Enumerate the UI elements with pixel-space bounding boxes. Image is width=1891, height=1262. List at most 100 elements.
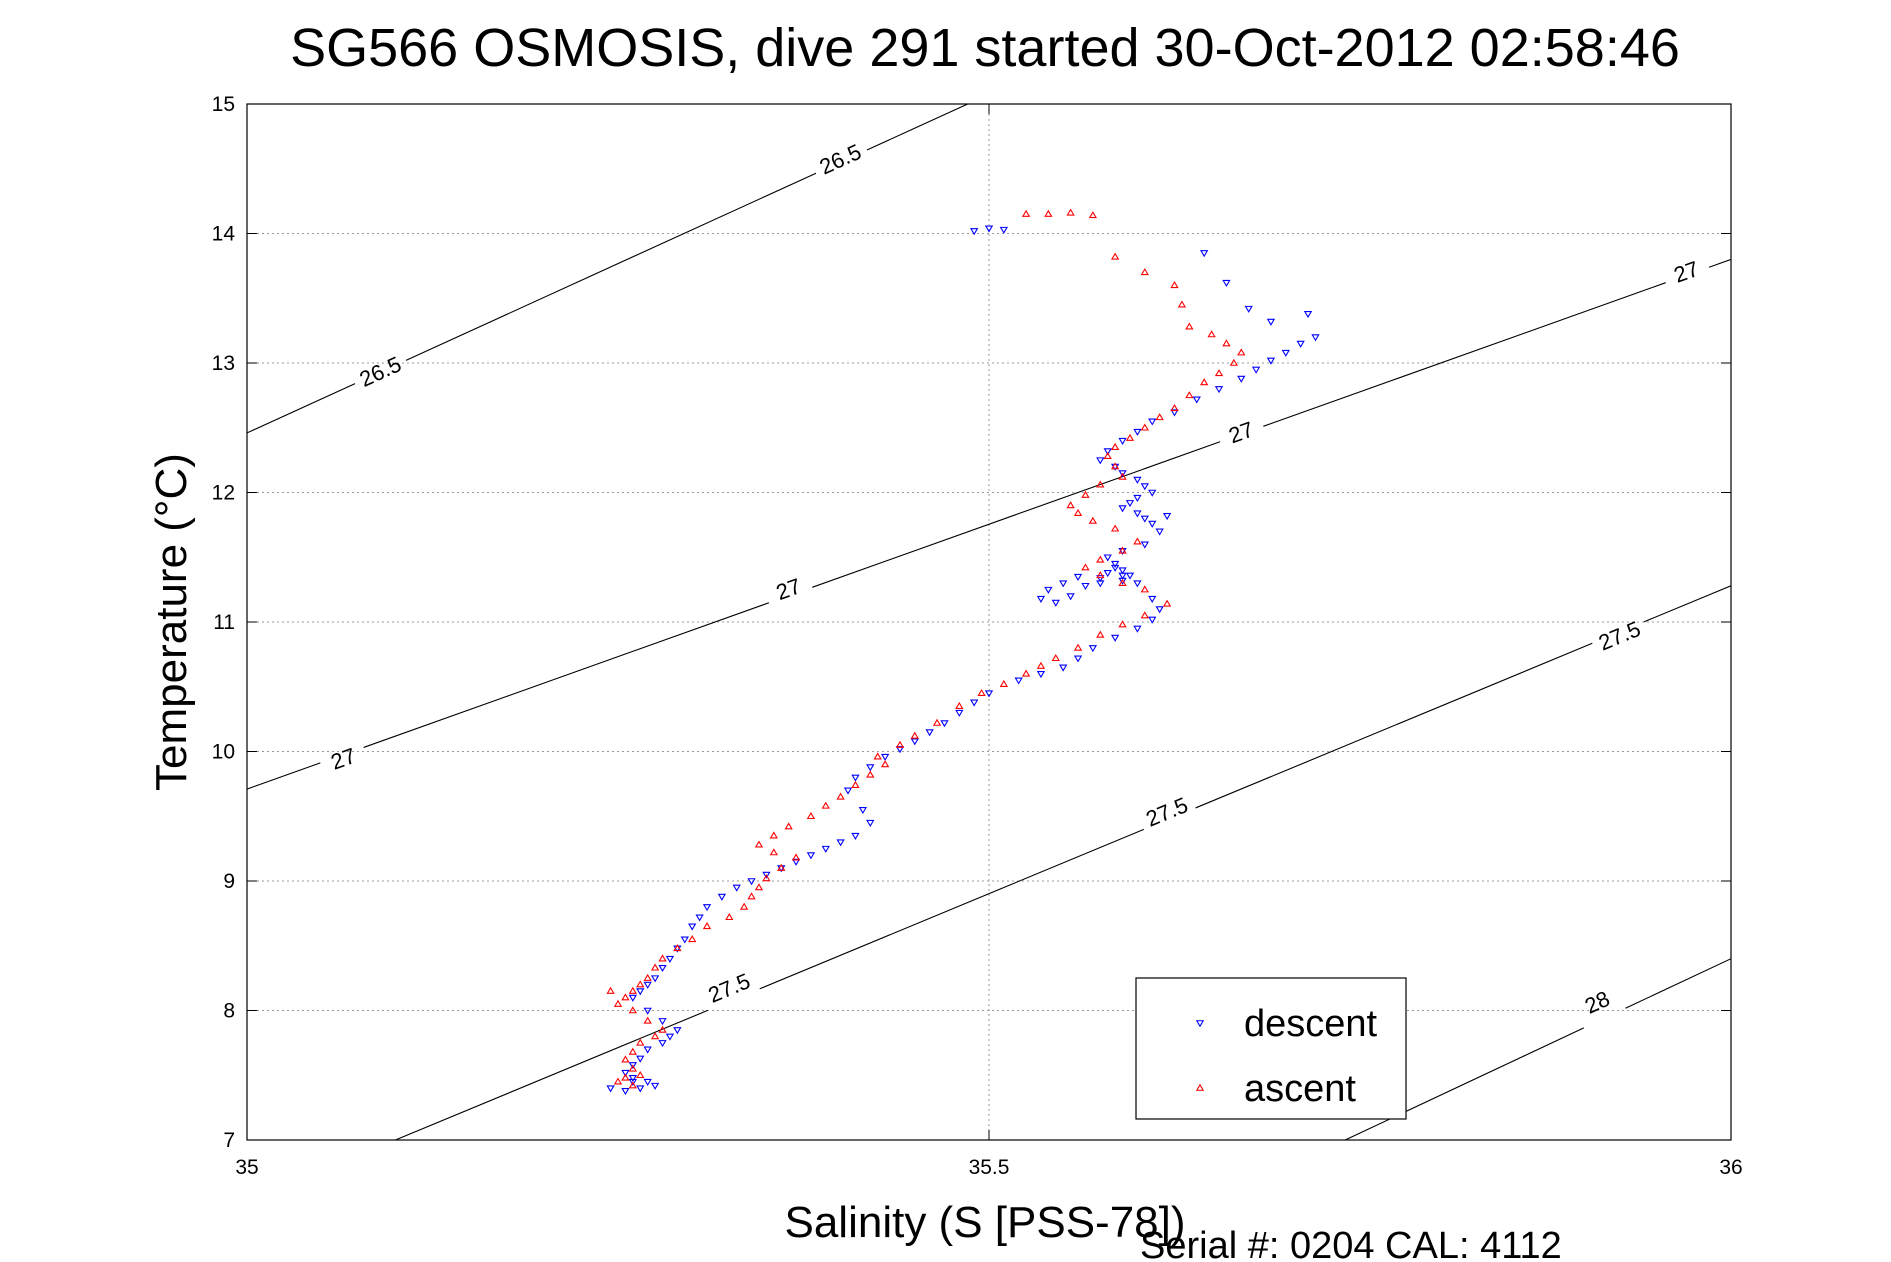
descent-point: [1081, 582, 1090, 591]
ascent-point: [769, 848, 778, 856]
descent-point: [806, 852, 816, 860]
descent-point: [1155, 606, 1164, 614]
descent-point: [1103, 554, 1112, 562]
descent-point: [866, 764, 875, 772]
descent-point: [1125, 500, 1135, 508]
ascent-point: [769, 831, 778, 839]
descent-point: [851, 774, 860, 782]
descent-point: [1133, 476, 1142, 484]
density-contour-line: [363, 602, 770, 748]
ascent-point: [999, 679, 1009, 687]
ascent-point: [628, 1047, 638, 1055]
descent-point: [621, 1088, 630, 1096]
ascent-point: [1066, 208, 1075, 216]
serial-cal-annotation: Serial #: 0204 CAL: 4112: [1140, 1225, 1562, 1262]
ascent-point: [791, 853, 801, 861]
descent-point: [1096, 575, 1105, 583]
descent-point: [1066, 593, 1075, 601]
ascent-point: [955, 701, 964, 709]
descent-point: [1051, 599, 1060, 607]
density-contour-label: 27.5: [1142, 792, 1191, 832]
density-contour-line: [405, 172, 817, 361]
descent-point: [702, 904, 712, 912]
descent-point: [1036, 595, 1046, 603]
density-contour-label: 26.5: [356, 351, 405, 392]
descent-point: [1073, 573, 1083, 581]
descent-point: [1237, 375, 1246, 383]
x-tick-label: 35: [235, 1156, 258, 1179]
ascent-point: [1051, 653, 1060, 662]
descent-point: [658, 1018, 667, 1026]
ascent-point: [836, 792, 845, 800]
descent-point: [851, 832, 860, 840]
ascent-point: [1185, 391, 1194, 399]
descent-point: [1118, 470, 1127, 478]
ascent-point: [702, 922, 712, 930]
ascent-point: [1185, 322, 1194, 330]
descent-point: [866, 819, 875, 828]
descent-point: [1133, 428, 1142, 436]
ascent-point: [1081, 563, 1090, 571]
descent-point: [984, 225, 994, 233]
grid-lines: [247, 104, 1731, 1140]
descent-point: [1214, 386, 1224, 394]
y-tick-label: 10: [212, 741, 235, 764]
density-contour-label: 27: [1671, 256, 1702, 288]
density-contour-line: [247, 383, 356, 434]
ascent-point: [1140, 585, 1149, 593]
density-contour-label: 27: [1225, 417, 1256, 449]
descent-point: [969, 699, 979, 707]
descent-point: [628, 1075, 638, 1083]
density-contour-line: [1643, 585, 1731, 623]
ascent-point: [621, 993, 630, 1001]
ascent-point: [873, 752, 882, 760]
ascent-point: [1207, 330, 1216, 338]
density-contour-line: [1625, 958, 1731, 1009]
ascent-point: [1110, 252, 1120, 260]
ascent-point: [658, 1025, 667, 1033]
ascent-point: [739, 902, 749, 910]
ascent-point: [1096, 555, 1105, 563]
legend-label-ascent: ascent: [1244, 1068, 1356, 1110]
ascent-point: [1073, 508, 1083, 517]
legend-label-descent: descent: [1244, 1003, 1378, 1045]
descent-point: [1140, 541, 1149, 549]
y-tick-label: 15: [212, 93, 235, 116]
ascent-point: [1118, 546, 1127, 554]
x-axis-ticks: 35 35.5 36: [235, 104, 1743, 1179]
ascent-point: [1125, 433, 1135, 441]
ascent-point: [673, 944, 682, 952]
descent-point: [636, 1085, 645, 1093]
ascent-point: [1118, 620, 1127, 628]
density-contour-line: [1195, 642, 1593, 809]
ascent-point: [777, 863, 786, 871]
descent-point: [1222, 279, 1231, 287]
descent-point: [955, 709, 964, 717]
descent-point: [791, 858, 801, 866]
ascent-point: [628, 1064, 638, 1072]
descent-point: [747, 878, 756, 886]
descent-point: [1133, 494, 1142, 502]
ascent-point: [784, 822, 793, 830]
density-contour-line: [1708, 258, 1731, 268]
ascent-point: [851, 780, 860, 788]
ascent-point: [1140, 423, 1149, 431]
ascent-point: [1066, 501, 1075, 509]
descent-point: [636, 988, 645, 996]
descent-point: [643, 1046, 652, 1054]
ascent-point: [636, 1038, 645, 1046]
descent-point: [858, 806, 868, 815]
descent-point: [1244, 305, 1253, 313]
descent-point: [1014, 677, 1023, 685]
ascent-point: [1021, 669, 1031, 677]
descent-point: [1118, 567, 1127, 575]
data-points: [606, 208, 1320, 1096]
descent-point: [969, 228, 979, 236]
descent-point: [1044, 586, 1053, 594]
descent-point: [695, 914, 704, 922]
ascent-point: [1096, 480, 1105, 488]
legend-marker-descent: [1195, 1020, 1205, 1028]
y-axis-label: Temperature (°C): [147, 453, 196, 791]
ascent-point: [613, 1077, 623, 1085]
